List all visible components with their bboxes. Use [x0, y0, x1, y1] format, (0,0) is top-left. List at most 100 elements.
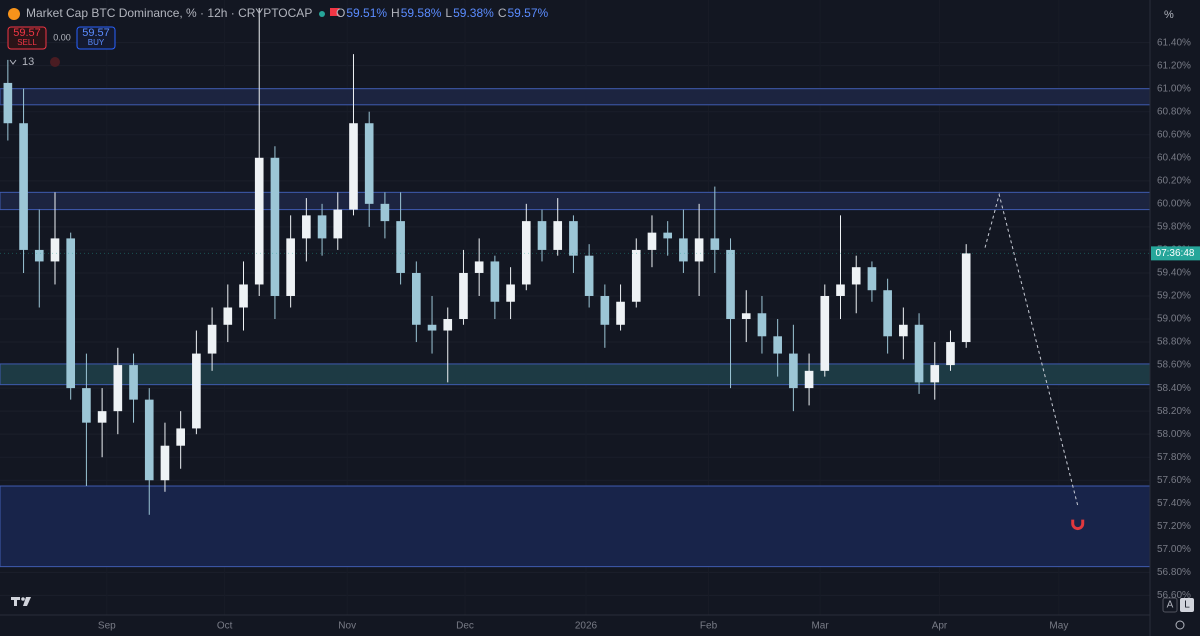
price-zone: [0, 191, 1151, 211]
candle-body: [851, 267, 861, 285]
spread: 0.00: [53, 32, 71, 42]
flag-icon[interactable]: [330, 8, 340, 16]
y-tick-label: 57.60%: [1157, 475, 1191, 486]
collapse-icon[interactable]: [9, 59, 17, 65]
candle-body: [302, 215, 311, 239]
sell-button[interactable]: [7, 26, 47, 50]
candle-body: [836, 284, 845, 296]
candle-body: [427, 324, 437, 331]
symbol-title[interactable]: Market Cap BTC Dominance, % · 12h · CRYP…: [26, 6, 312, 20]
candle-body: [914, 324, 924, 383]
indicator-count[interactable]: 13: [22, 56, 34, 68]
y-tick-label: 61.40%: [1157, 37, 1191, 48]
x-tick-label: Apr: [932, 621, 948, 632]
y-tick-label: 57.80%: [1157, 452, 1191, 463]
y-tick-label: 59.40%: [1157, 268, 1191, 279]
ohlc-key: O: [336, 6, 345, 20]
candle-body: [600, 295, 610, 325]
y-tick-label: 57.00%: [1157, 544, 1191, 555]
candle-body: [631, 249, 641, 302]
candle-body: [160, 445, 170, 481]
ohlc-key: L: [445, 6, 452, 20]
y-tick-label: 56.80%: [1157, 567, 1191, 578]
candle-body: [34, 249, 44, 262]
y-tick-label: 58.80%: [1157, 337, 1191, 348]
price-zone: [0, 363, 1151, 386]
candle-body: [883, 290, 892, 337]
buy-label: BUY: [88, 38, 105, 47]
x-tick-label: Dec: [456, 621, 474, 632]
projection-line: [984, 192, 1079, 506]
candle-body: [66, 238, 76, 389]
candle-body: [490, 261, 500, 302]
log-button[interactable]: [1180, 598, 1194, 612]
x-tick-label: May: [1049, 621, 1068, 632]
candle-body: [647, 232, 657, 250]
ohlc-value: 59.57%: [507, 6, 548, 20]
candle-body: [192, 353, 201, 429]
x-tick-label: Mar: [811, 621, 829, 632]
settings-icon[interactable]: [1175, 620, 1185, 630]
price-zone: [0, 485, 1151, 568]
candle-body: [223, 307, 233, 325]
candle-body: [789, 353, 798, 389]
candle-body: [82, 388, 91, 423]
symbol-icon: [8, 8, 20, 20]
candle-body: [553, 221, 563, 250]
candle-body: [333, 209, 343, 239]
y-tick-label: 58.40%: [1157, 383, 1191, 394]
tv-logo: [11, 597, 31, 606]
x-tick-label: 2026: [575, 621, 598, 632]
candle-body: [679, 238, 688, 262]
candle-body: [726, 249, 735, 320]
y-tick-label: 61.20%: [1157, 60, 1191, 71]
magnet-icon: [1071, 519, 1085, 531]
y-tick-label: 58.00%: [1157, 429, 1191, 440]
alert-icon[interactable]: [50, 57, 60, 67]
scale-unit[interactable]: %: [1164, 9, 1174, 21]
ohlc-key: H: [391, 6, 400, 20]
candle-body: [396, 221, 405, 273]
y-tick-label: 61.00%: [1157, 83, 1191, 94]
y-tick-label: 60.60%: [1157, 129, 1191, 140]
y-tick-label: 59.00%: [1157, 314, 1191, 325]
ohlc-values: O 59.51% H 59.58% L 59.38% C 59.57%: [336, 6, 549, 20]
ohlc-key: C: [498, 6, 507, 20]
candle-body: [757, 313, 767, 337]
auto-button[interactable]: [1162, 597, 1178, 613]
candle-body: [741, 313, 751, 320]
countdown-tag: [1151, 246, 1200, 261]
candle-body: [129, 365, 138, 400]
candle-body: [317, 215, 327, 239]
candle-body: [239, 284, 248, 308]
status-dot: [319, 11, 325, 17]
plot-area: [0, 8, 1151, 568]
buy-button[interactable]: [76, 26, 116, 50]
buy-price: 59.57: [82, 27, 110, 39]
candle-body: [286, 238, 295, 296]
y-tick-label: 60.40%: [1157, 152, 1191, 163]
candle-body: [270, 157, 280, 296]
x-tick-label: Nov: [338, 621, 356, 632]
y-tick-label: 56.60%: [1157, 590, 1191, 601]
candle-body: [474, 261, 484, 273]
sell-label: SELL: [17, 38, 37, 47]
y-tick-label: 57.40%: [1157, 498, 1191, 509]
ohlc-value: 59.58%: [401, 6, 442, 20]
candle-body: [820, 295, 830, 371]
candle-body: [521, 221, 531, 285]
candle-body: [710, 238, 720, 250]
candle-body: [946, 342, 955, 366]
candle-body: [349, 123, 358, 210]
candle-body: [364, 123, 374, 204]
y-tick-label: 58.20%: [1157, 406, 1191, 417]
candle-body: [254, 157, 264, 285]
candle-body: [584, 255, 594, 296]
price-zone: [0, 88, 1151, 106]
candle-body: [144, 399, 154, 481]
candle-body: [867, 267, 877, 291]
y-tick-label: 58.60%: [1157, 360, 1191, 371]
candle-body: [113, 365, 123, 412]
ohlc-value: 59.51%: [346, 6, 387, 20]
